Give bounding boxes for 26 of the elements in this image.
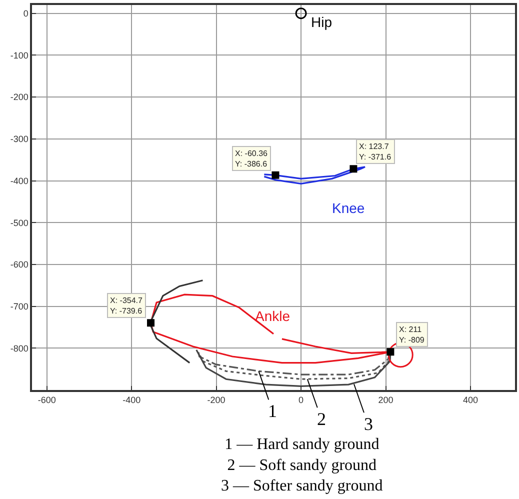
series-label: Ankle <box>255 308 290 324</box>
x-tick-label: 200 <box>378 394 394 405</box>
y-tick-label: -300 <box>10 134 28 144</box>
y-tick-label: -200 <box>10 92 28 102</box>
x-tick-label: -600 <box>38 394 56 405</box>
y-tick-label: -600 <box>10 260 28 270</box>
series-label: Knee <box>332 200 365 216</box>
annotation: X: 123.7 Y: -371.6 <box>359 142 392 162</box>
annotation: 3 <box>364 414 373 434</box>
annotation: X: -354.7 Y: -739.6 <box>110 296 144 316</box>
annotation: 2 <box>317 409 326 429</box>
y-tick-label: -500 <box>10 218 28 228</box>
y-tick-label: -100 <box>10 50 28 60</box>
x-tick-label: -400 <box>122 394 141 405</box>
y-tick-label: -700 <box>10 301 28 312</box>
x-tick-label: 0 <box>298 394 304 405</box>
text: 1 — Hard sandy ground 2 — Soft sandy ground 3 — Softer sandy ground <box>221 436 383 495</box>
y-tick-label: -400 <box>10 176 28 186</box>
annotation: X: -60.36 Y: -386.6 <box>235 149 268 168</box>
y-tick-label: 0 <box>23 8 28 19</box>
annotation: 1 <box>268 401 277 421</box>
series-label: Hip <box>311 14 332 30</box>
x-tick-label: -200 <box>207 394 226 405</box>
y-tick-label: -800 <box>10 343 28 354</box>
annotation: X: 211 Y: -809 <box>399 325 425 344</box>
x-tick-label: 400 <box>462 394 478 405</box>
